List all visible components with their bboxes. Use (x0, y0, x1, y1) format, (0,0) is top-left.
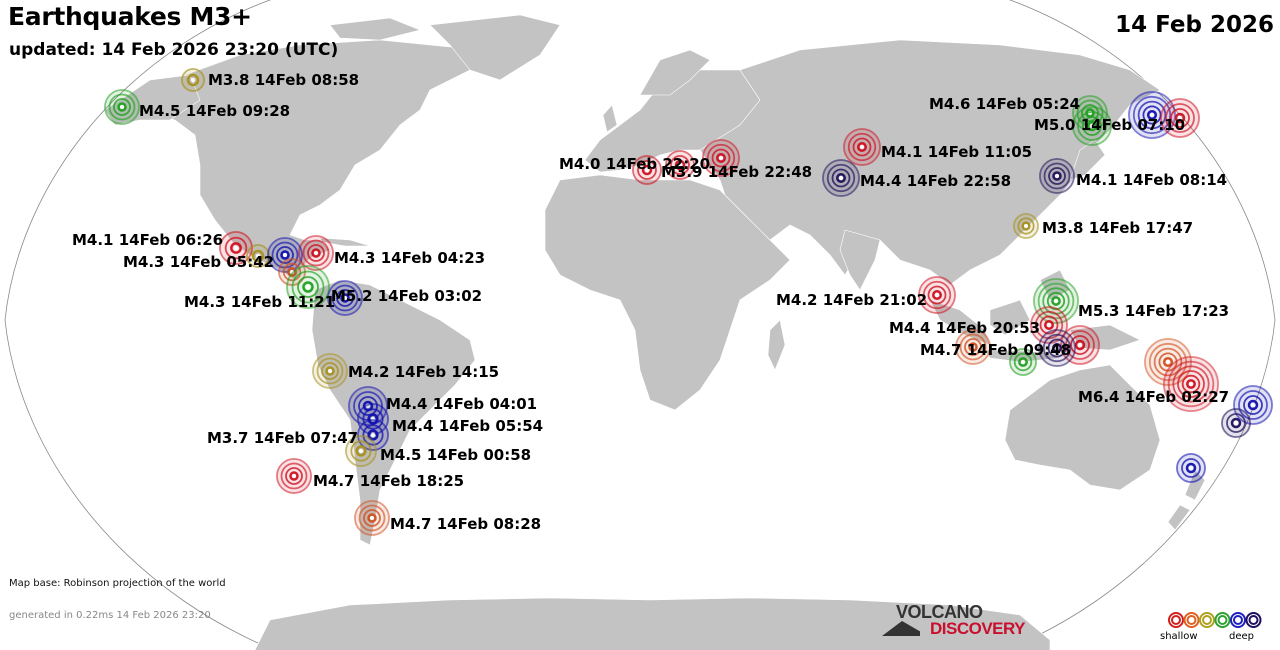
volcano-icon (882, 621, 920, 636)
quake-label[interactable]: M3.7 14Feb 07:47 (207, 429, 359, 447)
generated-note: generated in 0.22ms 14 Feb 2026 23:20 (9, 610, 211, 621)
quake-marker[interactable] (1233, 385, 1273, 425)
quake-marker[interactable] (181, 68, 205, 92)
quake-marker[interactable] (1013, 213, 1039, 239)
quake-label[interactable]: M4.3 14Feb 04:23 (334, 249, 486, 267)
quake-label[interactable]: M6.4 14Feb 02:27 (1078, 388, 1230, 406)
projection-outline (4, 0, 1276, 650)
quake-marker[interactable] (354, 500, 390, 536)
quake-label[interactable]: M4.7 14Feb 18:25 (313, 472, 465, 490)
legend-deep-label: deep (1229, 631, 1254, 642)
quake-marker[interactable] (298, 235, 334, 271)
quake-label[interactable]: M4.1 14Feb 06:26 (72, 231, 224, 249)
quake-label[interactable]: M5.3 14Feb 17:23 (1078, 302, 1230, 320)
quake-marker[interactable] (918, 276, 956, 314)
quake-marker[interactable] (104, 89, 140, 125)
quake-label[interactable]: M4.6 14Feb 05:24 (929, 95, 1081, 113)
quake-marker[interactable] (1072, 106, 1112, 146)
depth-legend: shallow deep (1160, 610, 1270, 648)
quake-marker[interactable] (1039, 158, 1075, 194)
quake-marker[interactable] (312, 353, 348, 389)
logo-line2: DISCOVERY (930, 619, 1026, 638)
page-title: Earthquakes M3+ (8, 2, 252, 31)
quake-label[interactable]: M4.4 14Feb 04:01 (386, 395, 538, 413)
quake-marker[interactable] (345, 435, 377, 467)
quake-marker[interactable] (219, 231, 253, 265)
quake-marker[interactable] (286, 265, 330, 309)
quake-label[interactable]: M4.1 14Feb 11:05 (881, 143, 1033, 161)
quake-marker[interactable] (632, 155, 662, 185)
quake-label[interactable]: M4.5 14Feb 09:28 (139, 102, 291, 120)
quake-label[interactable]: M4.4 14Feb 22:58 (860, 172, 1012, 190)
volcano-discovery-logo[interactable]: VOLCANO DISCOVERY (880, 602, 1040, 639)
quake-marker[interactable] (822, 159, 860, 197)
quake-label[interactable]: M4.3 14Feb 11:21 (184, 293, 336, 311)
quake-marker[interactable] (246, 244, 270, 268)
quake-label[interactable]: M4.4 14Feb 05:54 (392, 417, 544, 435)
quake-marker[interactable] (1009, 348, 1037, 376)
quake-label[interactable]: M4.5 14Feb 00:58 (380, 446, 532, 464)
quake-marker[interactable] (843, 128, 881, 166)
map-date: 14 Feb 2026 (1115, 12, 1274, 38)
quake-label[interactable]: M4.7 14Feb 08:28 (390, 515, 542, 533)
quake-label[interactable]: M4.2 14Feb 14:15 (348, 363, 500, 381)
quake-marker[interactable] (665, 150, 695, 180)
quake-label[interactable]: M3.9 14Feb 22:48 (661, 163, 813, 181)
quake-label[interactable]: M4.0 14Feb 22:20 (559, 155, 711, 173)
quake-marker[interactable] (955, 329, 991, 365)
quake-marker[interactable] (1163, 356, 1219, 412)
quake-label[interactable]: M4.7 14Feb 09:48 (920, 341, 1072, 359)
quake-label[interactable]: M5.0 14Feb 07:10 (1034, 116, 1186, 134)
quake-marker[interactable] (278, 258, 306, 286)
updated-timestamp: updated: 14 Feb 2026 23:20 (UTC) (9, 40, 339, 60)
quake-marker[interactable] (1160, 98, 1200, 138)
map-base-note: Map base: Robinson projection of the wor… (9, 578, 226, 589)
quake-marker[interactable] (1038, 329, 1076, 367)
quake-label[interactable]: M4.3 14Feb 05:42 (123, 253, 275, 271)
quake-label[interactable]: M3.8 14Feb 17:47 (1042, 219, 1194, 237)
logo-line1: VOLCANO (896, 602, 983, 622)
depth-legend-rings (1168, 612, 1262, 628)
quake-label[interactable]: M5.2 14Feb 03:02 (331, 287, 483, 305)
legend-shallow-label: shallow (1160, 631, 1198, 642)
quake-marker[interactable] (1221, 408, 1251, 438)
quake-marker[interactable] (702, 139, 740, 177)
quake-markers[interactable] (104, 68, 1273, 536)
quake-label[interactable]: M4.2 14Feb 21:02 (776, 291, 928, 309)
quake-marker[interactable] (1176, 453, 1206, 483)
quake-label[interactable]: M4.4 14Feb 20:53 (889, 319, 1041, 337)
quake-label[interactable]: M4.1 14Feb 08:14 (1076, 171, 1228, 189)
quake-label[interactable]: M3.8 14Feb 08:58 (208, 71, 360, 89)
quake-marker[interactable] (276, 458, 312, 494)
quake-marker[interactable] (327, 280, 363, 316)
